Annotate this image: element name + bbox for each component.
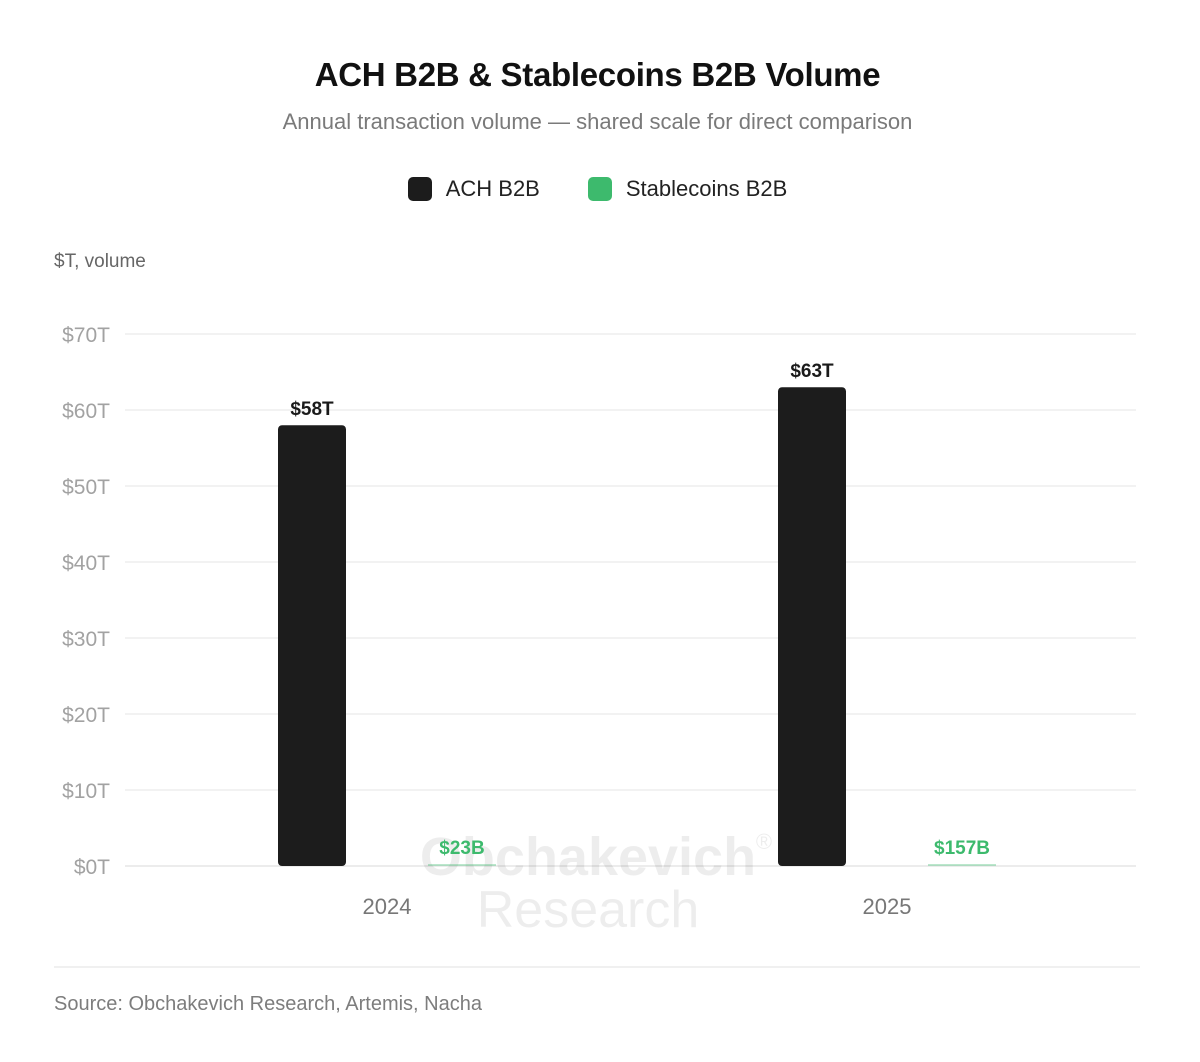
y-tick-label: $50T [62,476,110,499]
y-tick-label: $0T [74,856,110,879]
legend-label-ach: ACH B2B [445,176,540,201]
watermark-registered-mark: ® [756,829,772,854]
y-axis-unit-label: $T, volume [54,251,146,272]
y-tick-label: $20T [62,704,110,727]
chart-subtitle: Annual transaction volume — shared scale… [282,109,913,134]
y-tick-label: $30T [62,628,110,651]
y-tick-label: $60T [62,400,110,423]
bar-ach-2024 [278,425,346,866]
source-note: Source: Obchakevich Research, Artemis, N… [54,993,482,1015]
y-tick-label: $40T [62,552,110,575]
legend-swatch-ach [407,177,432,201]
bar-stablecoins-2024 [428,864,496,866]
watermark-line1: Obchakevich [420,827,756,887]
data-label-ach-2025: $63T [790,361,834,382]
x-tick-label: 2025 [863,894,912,919]
legend-item-stablecoins: Stablecoins B2B [587,176,788,202]
chart-legend: ACH B2B Stablecoins B2B [0,176,1195,202]
legend-label-stablecoins: Stablecoins B2B [625,176,788,201]
data-label-ach-2024: $58T [290,399,334,420]
data-label-stablecoins-2025: $157B [934,838,990,859]
legend-item-ach: ACH B2B [407,176,540,202]
data-label-stablecoins-2024: $23B [439,838,484,859]
y-tick-label: $10T [62,780,110,803]
legend-swatch-stablecoins [587,177,612,201]
bar-ach-2025 [778,387,846,866]
bar-chart: $0T $10T $20T $30T $40T $50T $60T $70T Obchakevi… [62,324,1136,939]
chart-title: ACH B2B & Stablecoins B2B Volume [314,56,881,93]
bar-stablecoins-2025 [928,864,996,866]
footer-divider [54,966,1140,968]
x-tick-label: 2024 [363,894,412,919]
watermark-line2: Research [477,881,700,939]
y-tick-label: $70T [62,324,110,347]
